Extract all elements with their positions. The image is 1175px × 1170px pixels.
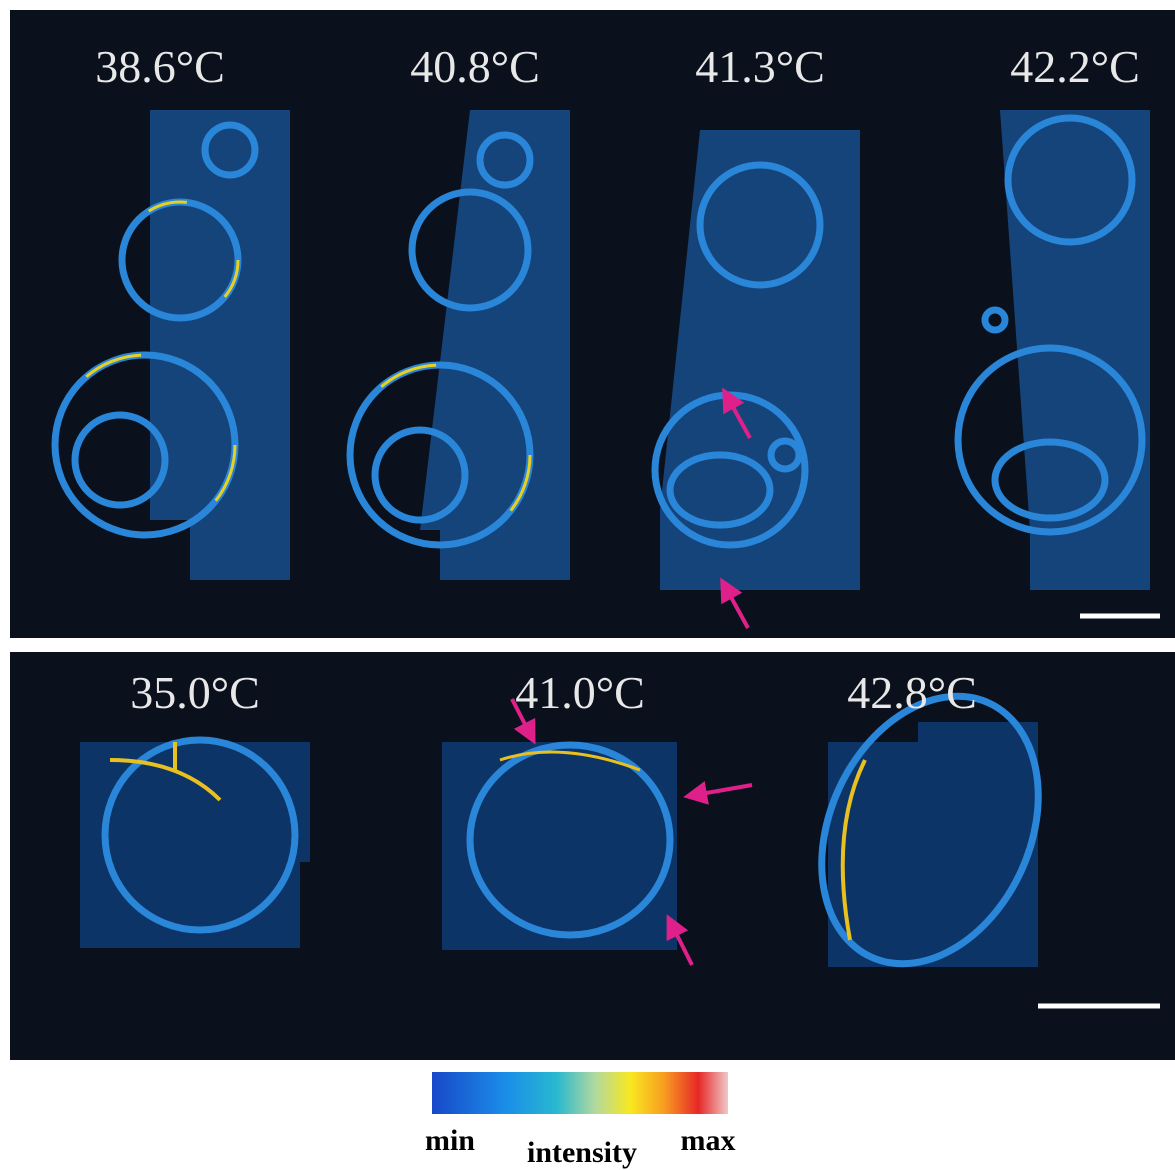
panel-label: 35.0°C bbox=[130, 667, 260, 718]
panel-label: 40.8°C bbox=[410, 41, 540, 92]
arrow bbox=[683, 781, 753, 805]
colorbar-title: intensity bbox=[527, 1136, 637, 1169]
arrow bbox=[666, 914, 694, 966]
panel-label: 41.3°C bbox=[695, 41, 825, 92]
arrow bbox=[720, 577, 750, 629]
panel-label: 42.2°C bbox=[1010, 41, 1140, 92]
colorbar bbox=[432, 1072, 728, 1114]
top-images bbox=[51, 110, 1150, 590]
panel-label: 38.6°C bbox=[95, 41, 225, 92]
colorbar-min: min bbox=[425, 1124, 475, 1157]
bottom-images bbox=[80, 692, 1042, 968]
colorbar-max: max bbox=[681, 1124, 736, 1157]
panel-label: 42.8°C bbox=[847, 667, 977, 718]
arrow bbox=[722, 387, 752, 439]
arrow bbox=[510, 698, 536, 745]
panel-label: 41.0°C bbox=[515, 667, 645, 718]
